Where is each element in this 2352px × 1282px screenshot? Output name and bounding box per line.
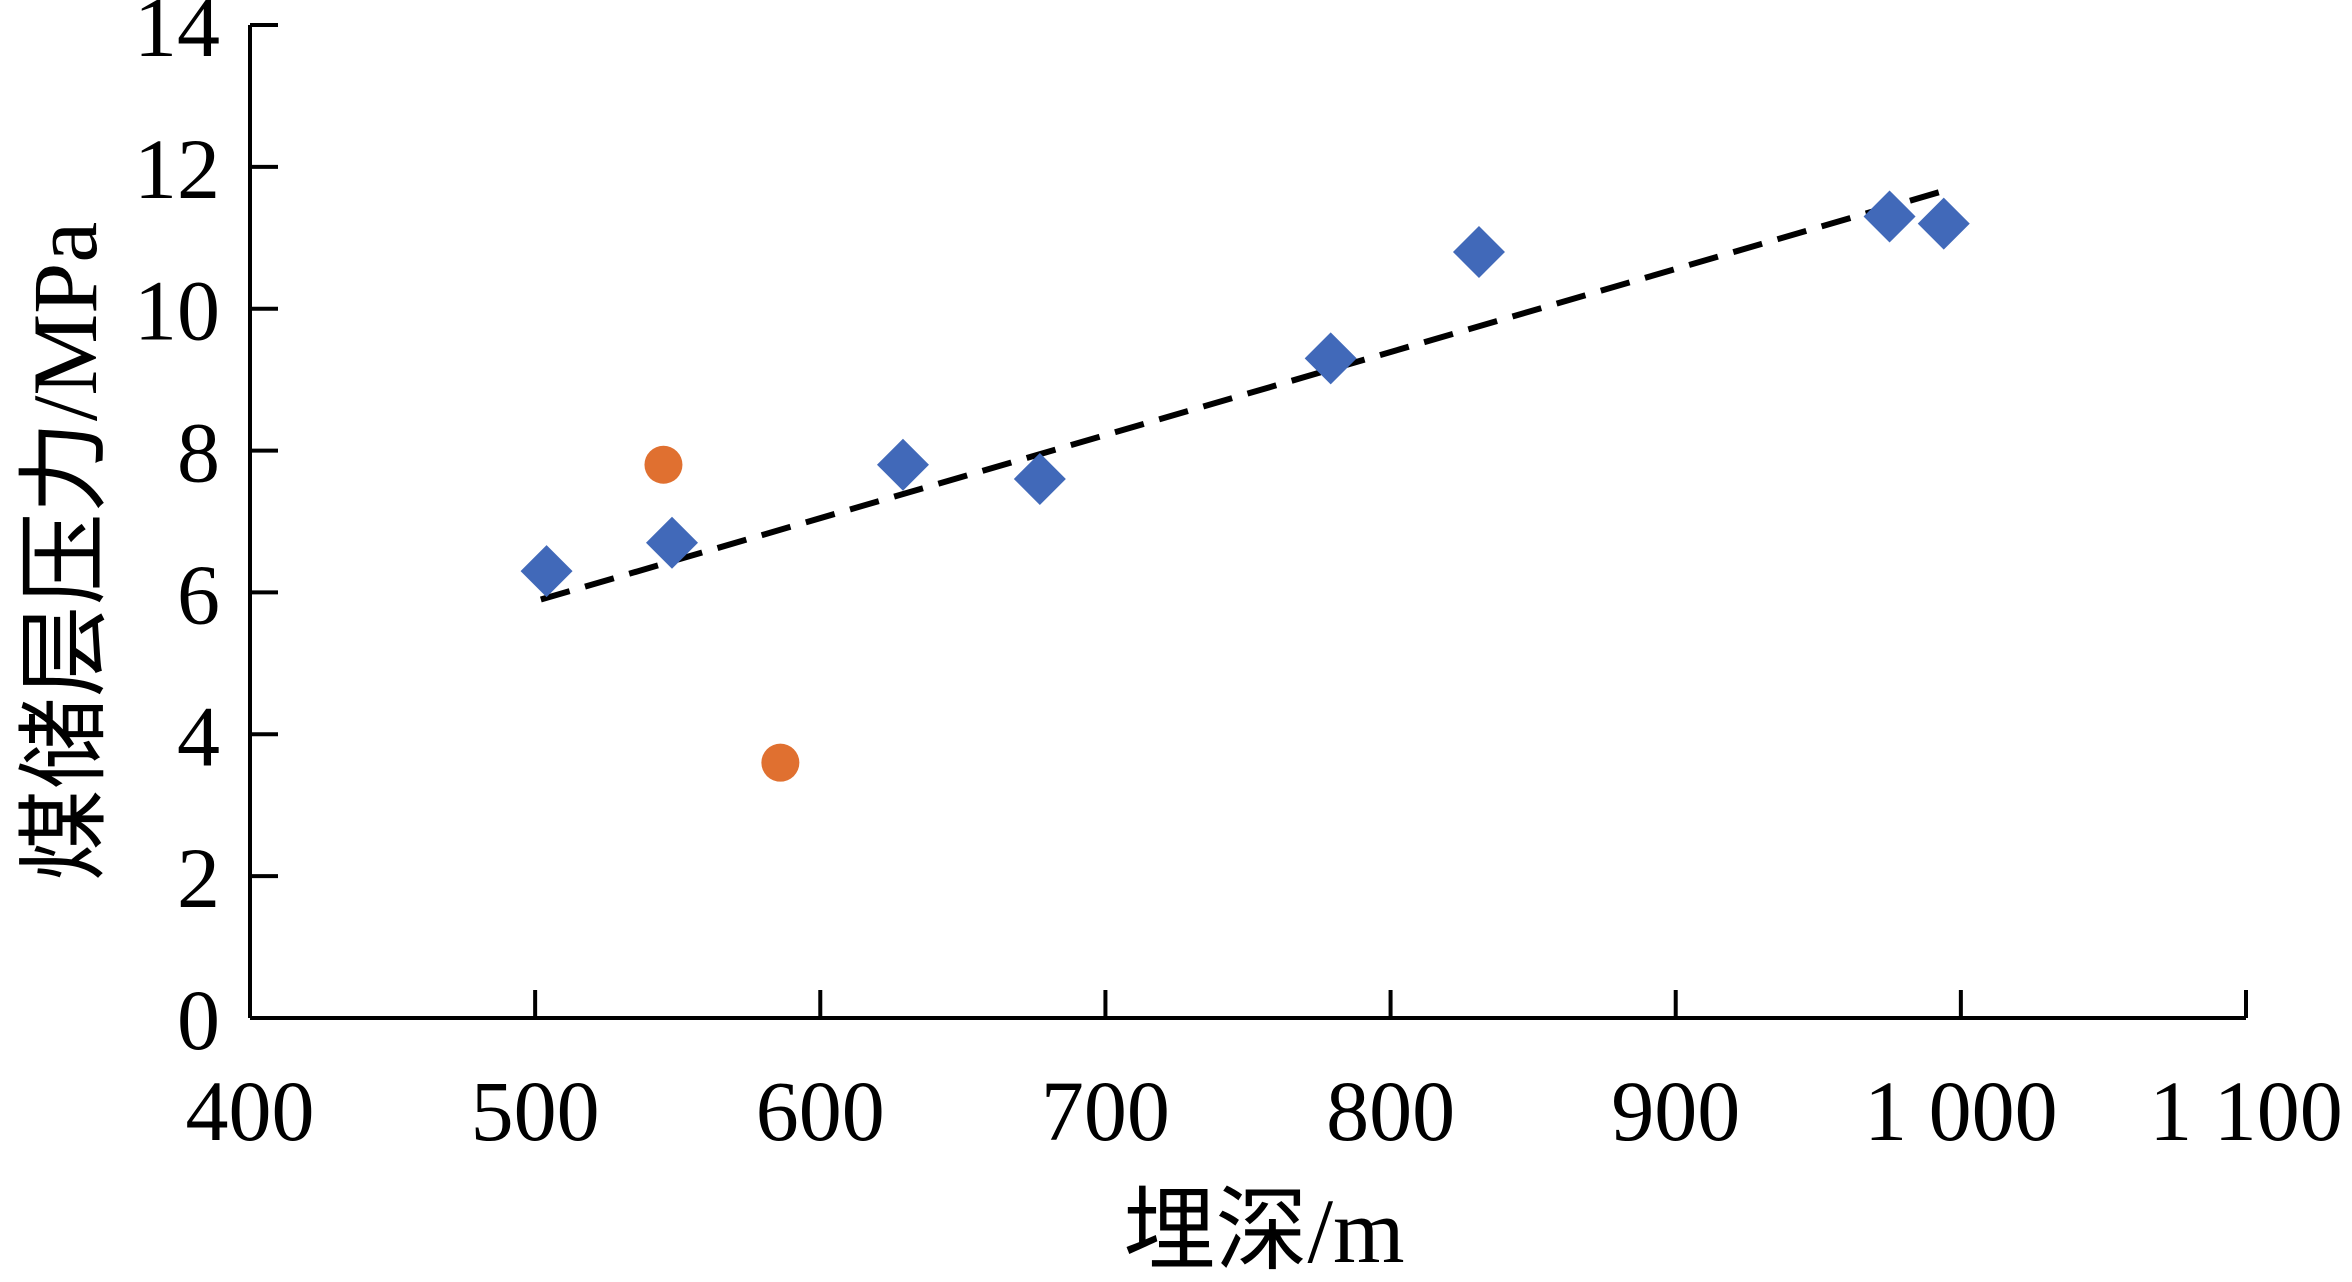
x-tick-label: 400 xyxy=(186,1063,315,1159)
diamond-point xyxy=(1304,332,1357,385)
axes xyxy=(248,25,2246,1020)
y-tick-label: 10 xyxy=(134,263,220,359)
y-tick-label: 6 xyxy=(177,546,220,642)
x-tick-label: 1 000 xyxy=(1864,1063,2058,1159)
diamond-point xyxy=(1917,197,1970,250)
x-tick-label: 600 xyxy=(756,1063,885,1159)
x-axis-title: 埋深/m xyxy=(1123,1180,1404,1282)
y-tick-label: 0 xyxy=(177,972,220,1068)
diamond-point xyxy=(876,438,929,491)
trendline-group xyxy=(540,188,1942,603)
y-tick-label: 4 xyxy=(177,688,220,784)
x-tick-label: 500 xyxy=(471,1063,600,1159)
x-tick-label: 1 100 xyxy=(2149,1063,2343,1159)
x-tick-label: 800 xyxy=(1326,1063,1455,1159)
diamond-point xyxy=(1013,452,1066,505)
y-axis-title: 煤储层压力/MPa xyxy=(14,222,116,881)
diamond-point xyxy=(520,545,573,598)
diamond-point xyxy=(646,516,699,569)
diamond-point xyxy=(1863,190,1916,243)
data-points xyxy=(520,190,1970,782)
y-tick-label: 14 xyxy=(134,0,220,75)
diamond-point xyxy=(1452,225,1505,278)
x-tick-label: 700 xyxy=(1041,1063,1170,1159)
trendline xyxy=(540,188,1942,603)
y-tick-label: 12 xyxy=(134,121,220,217)
y-tick-label: 8 xyxy=(177,405,220,501)
x-tick-label: 900 xyxy=(1611,1063,1740,1159)
circle-point xyxy=(644,445,683,484)
y-axis-ticks: 0 2 4 6 8 10 12 14 xyxy=(134,0,278,1068)
circle-point xyxy=(761,743,800,782)
x-axis-ticks: 400 500 600 700 800 900 1 000 1 100 xyxy=(186,990,2343,1159)
y-tick-label: 2 xyxy=(177,830,220,926)
